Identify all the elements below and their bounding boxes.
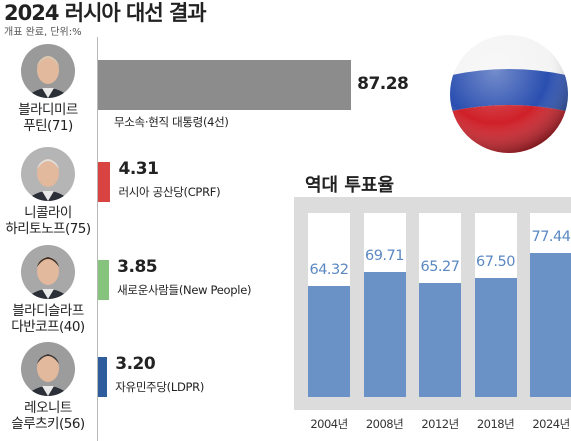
turnout-value-label: 67.50 [475,253,516,270]
vote-share-label: 3.20 [115,354,156,374]
vote-share-bar [98,260,110,300]
vote-share-label: 3.85 [117,257,158,277]
candidate-name-line1: 니콜라이 [24,205,72,221]
turnout-year-label: 2018년 [476,417,515,431]
candidate-third: 블라디슬라프 다반코프(40) [0,245,96,335]
axis-divider [97,37,98,441]
portrait-icon [21,44,75,98]
portrait-icon [21,147,75,201]
candidate-name: 레오니트 슬루츠키(56) [0,400,96,432]
turnout-year-label: 2024년 [532,417,570,431]
turnout-year-label: 2008년 [365,417,404,431]
turnout-bar [308,285,350,397]
turnout-title: 역대 투표율 [305,175,395,196]
candidate-name-line2: 슬루츠키(56) [11,416,85,432]
page-title: 2024 러시아 대선 결과 [4,1,207,25]
party-label: 무소속·현직 대통령(4선) [114,115,229,129]
vote-share-bar [98,357,108,397]
candidate-name-line2: 하리토노프(75) [5,221,91,237]
vote-share-label: 4.31 [118,159,159,179]
candidate-name: 니콜라이 하리토노프(75) [0,205,96,237]
candidate-name: 블라디슬라프 다반코프(40) [0,303,96,335]
party-label: 새로운사람들(New People) [117,283,252,297]
turnout-bar [363,272,406,397]
candidate-name: 블라디미르 푸틴(71) [0,102,96,134]
turnout-year-label: 2004년 [310,417,348,431]
portrait-icon [21,245,75,299]
candidate-name-line2: 다반코프(40) [11,319,85,335]
turnout-value-label: 65.27 [420,259,460,276]
candidate-first: 블라디미르 푸틴(71) [0,44,96,134]
candidate-name-line2: 푸틴(71) [23,118,73,134]
party-label: 자유민주당(LDPR) [115,380,205,394]
candidate-name-line1: 레오니트 [24,400,72,416]
turnout-value-label: 64.32 [309,261,349,278]
vote-share-label: 87.28 [357,74,409,94]
turnout-bar [530,252,571,397]
candidate-fourth: 레오니트 슬루츠키(56) [0,342,96,432]
turnout-bar [474,277,517,397]
candidate-name-line1: 블라디슬라프 [12,303,84,319]
turnout-bar [419,283,461,397]
russian-flag-ball-icon [450,35,568,153]
portrait-icon [21,342,75,396]
vote-share-bar [98,162,111,202]
turnout-value-label: 69.71 [364,248,405,265]
turnout-year-label: 2012년 [421,417,459,431]
candidate-name-line1: 블라디미르 [18,102,78,118]
turnout-panel: 64.32 69.71 65.27 67.50 77.44 [294,197,571,410]
party-label: 러시아 공산당(CPRF) [118,185,221,199]
page-subtitle: 개표 완료, 단위:% [4,27,82,38]
vote-share-bar [98,60,352,110]
candidate-second: 니콜라이 하리토노프(75) [0,147,96,237]
turnout-value-label: 77.44 [531,228,571,245]
